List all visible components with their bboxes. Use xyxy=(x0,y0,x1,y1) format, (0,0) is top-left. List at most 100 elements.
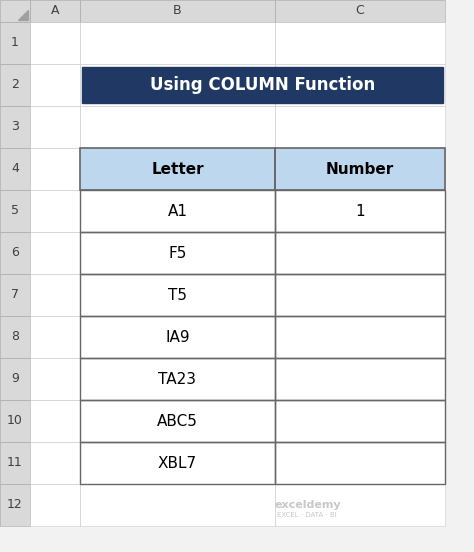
Bar xyxy=(0,232,30,274)
Bar xyxy=(80,442,275,484)
Bar xyxy=(0,442,30,484)
Bar xyxy=(80,442,275,484)
Bar xyxy=(30,316,80,358)
Bar xyxy=(275,484,445,526)
Bar xyxy=(80,358,275,400)
Text: ABC5: ABC5 xyxy=(157,413,198,428)
Text: A: A xyxy=(51,4,59,18)
Bar xyxy=(80,442,275,484)
Bar xyxy=(275,148,445,190)
Text: TA23: TA23 xyxy=(158,371,197,386)
Bar xyxy=(80,22,275,64)
Bar xyxy=(30,22,80,64)
Text: 10: 10 xyxy=(7,415,23,427)
Bar xyxy=(80,316,275,358)
Bar xyxy=(80,232,275,274)
Bar xyxy=(80,400,275,442)
Bar xyxy=(80,190,275,232)
Bar xyxy=(80,0,275,22)
Bar xyxy=(275,148,445,190)
Bar xyxy=(0,148,30,190)
Bar xyxy=(80,232,275,274)
Bar xyxy=(80,316,275,358)
Bar xyxy=(275,22,445,64)
Bar xyxy=(275,442,445,484)
Bar xyxy=(80,274,275,316)
Text: 6: 6 xyxy=(11,247,19,259)
Text: Number: Number xyxy=(326,162,394,177)
Bar xyxy=(0,358,30,400)
Bar xyxy=(30,484,80,526)
Bar xyxy=(80,400,275,442)
Bar xyxy=(275,22,445,64)
Bar xyxy=(275,274,445,316)
Text: 7: 7 xyxy=(11,289,19,301)
Bar xyxy=(80,400,275,442)
Bar xyxy=(0,484,30,526)
Bar xyxy=(82,67,443,103)
Text: 2: 2 xyxy=(11,78,19,92)
Bar xyxy=(30,22,80,64)
Bar xyxy=(275,400,445,442)
Bar xyxy=(30,106,80,148)
Bar xyxy=(0,274,30,316)
Bar xyxy=(275,64,445,106)
Bar xyxy=(80,190,275,232)
Bar xyxy=(0,232,30,274)
Bar xyxy=(80,190,275,232)
Polygon shape xyxy=(18,10,28,20)
Bar xyxy=(275,274,445,316)
Bar xyxy=(275,400,445,442)
Bar xyxy=(275,484,445,526)
Bar xyxy=(0,316,30,358)
Text: 4: 4 xyxy=(11,162,19,176)
Bar xyxy=(0,442,30,484)
Bar xyxy=(30,190,80,232)
Bar xyxy=(80,484,275,526)
Bar xyxy=(30,274,80,316)
Text: C: C xyxy=(356,4,365,18)
Bar xyxy=(275,0,445,22)
Bar xyxy=(275,190,445,232)
Bar xyxy=(275,316,445,358)
Bar xyxy=(275,274,445,316)
Bar xyxy=(0,0,30,22)
Bar xyxy=(30,358,80,400)
Bar xyxy=(80,190,275,232)
Bar xyxy=(0,148,30,190)
Bar xyxy=(80,274,275,316)
Bar xyxy=(275,442,445,484)
Bar xyxy=(80,0,275,22)
Bar xyxy=(275,0,445,22)
Text: 1: 1 xyxy=(355,204,365,219)
Bar xyxy=(30,274,80,316)
Text: A1: A1 xyxy=(167,204,188,219)
Bar xyxy=(275,400,445,442)
Bar xyxy=(275,190,445,232)
Bar xyxy=(30,358,80,400)
Bar xyxy=(30,190,80,232)
Bar xyxy=(30,64,80,106)
Bar xyxy=(80,232,275,274)
Text: Using COLUMN Function: Using COLUMN Function xyxy=(150,76,375,94)
Bar xyxy=(30,232,80,274)
Bar xyxy=(80,148,275,190)
Bar xyxy=(275,190,445,232)
Text: 12: 12 xyxy=(7,498,23,512)
Bar xyxy=(0,64,30,106)
Text: 9: 9 xyxy=(11,373,19,385)
Bar xyxy=(0,400,30,442)
Bar xyxy=(30,0,80,22)
Bar xyxy=(80,64,275,106)
Bar xyxy=(80,148,275,190)
Text: 5: 5 xyxy=(11,204,19,217)
Bar xyxy=(275,358,445,400)
Bar xyxy=(80,358,275,400)
Bar xyxy=(30,0,80,22)
Text: 1: 1 xyxy=(11,36,19,50)
Bar xyxy=(30,400,80,442)
Bar xyxy=(30,148,80,190)
Bar xyxy=(30,316,80,358)
Bar xyxy=(30,400,80,442)
Bar xyxy=(80,274,275,316)
